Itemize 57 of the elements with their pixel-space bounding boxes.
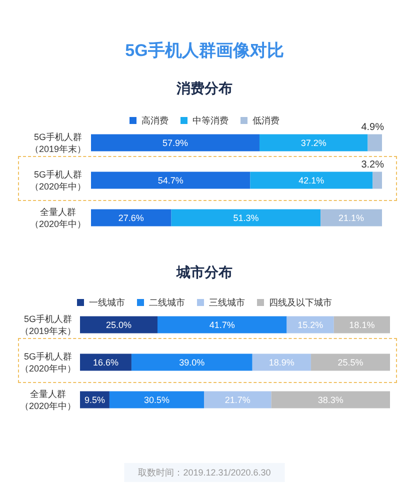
bar: [368, 134, 382, 152]
y-tick-label: 5G手机人群（2019年末）: [20, 314, 76, 336]
bar: [80, 354, 132, 371]
bar: [109, 391, 204, 408]
legend-label: 四线及以下城市: [269, 298, 332, 308]
data-label: 9.5%: [84, 394, 105, 405]
bar: [372, 172, 382, 189]
y-tick-label: 全量人群（2020年中）: [30, 206, 86, 229]
data-label: 15.2%: [298, 320, 324, 330]
legend-label: 一线城市: [89, 298, 125, 308]
data-label: 25.0%: [106, 320, 132, 330]
bar: [252, 354, 311, 371]
data-label: 38.3%: [318, 394, 344, 405]
bar: [80, 316, 158, 334]
bar: [158, 316, 287, 334]
data-label: 4.9%: [361, 122, 384, 133]
y-tick-label: 5G手机人群（2020年中）: [30, 169, 86, 192]
data-label: 51.3%: [233, 212, 259, 223]
data-label: 18.1%: [349, 320, 375, 330]
y-tick-label: 5G手机人群（2019年末）: [30, 132, 86, 154]
data-label: 37.2%: [300, 138, 326, 148]
y-tick-label: 全量人群（2020年中）: [20, 388, 76, 411]
data-label: 25.5%: [338, 357, 364, 368]
data-label: 39.0%: [179, 357, 205, 368]
text: 取数时间：2019.12.31/2020.6.30: [138, 468, 271, 478]
chart-title: 5G手机人群画像对比: [125, 41, 284, 60]
bar: [320, 209, 382, 226]
bar: [334, 316, 390, 334]
chart-title: 城市分布: [176, 264, 232, 280]
bar: [204, 391, 272, 408]
bar: [131, 354, 252, 371]
bar: [91, 172, 250, 189]
legend-label: 二线城市: [149, 298, 185, 308]
data-label: 41.7%: [209, 320, 235, 330]
legend-label: 低消费: [252, 116, 280, 126]
data-label: 21.7%: [224, 394, 250, 405]
data-label: 42.1%: [298, 175, 324, 186]
legend-label: 高消费: [142, 116, 168, 126]
data-label: 57.9%: [162, 138, 188, 148]
bar: [171, 209, 321, 226]
bar: [91, 134, 260, 152]
y-tick-label: 5G手机人群（2020年中）: [20, 351, 76, 374]
legend-label: 中等消费: [192, 116, 228, 126]
bar: [259, 134, 368, 152]
data-label: 16.6%: [92, 357, 118, 368]
legend-label: 三线城市: [209, 298, 245, 308]
data-label: 54.7%: [158, 175, 184, 186]
data-label: 30.5%: [144, 394, 170, 405]
data-label: 21.1%: [338, 212, 364, 223]
bar: [271, 391, 390, 408]
data-label: 3.2%: [361, 159, 384, 170]
chart-subtitle: 消费分布: [176, 80, 232, 96]
bar: [310, 354, 390, 371]
bar: [91, 209, 172, 226]
data-label: 27.6%: [118, 212, 144, 223]
data-label: 18.9%: [268, 357, 294, 368]
bar: [250, 172, 373, 189]
